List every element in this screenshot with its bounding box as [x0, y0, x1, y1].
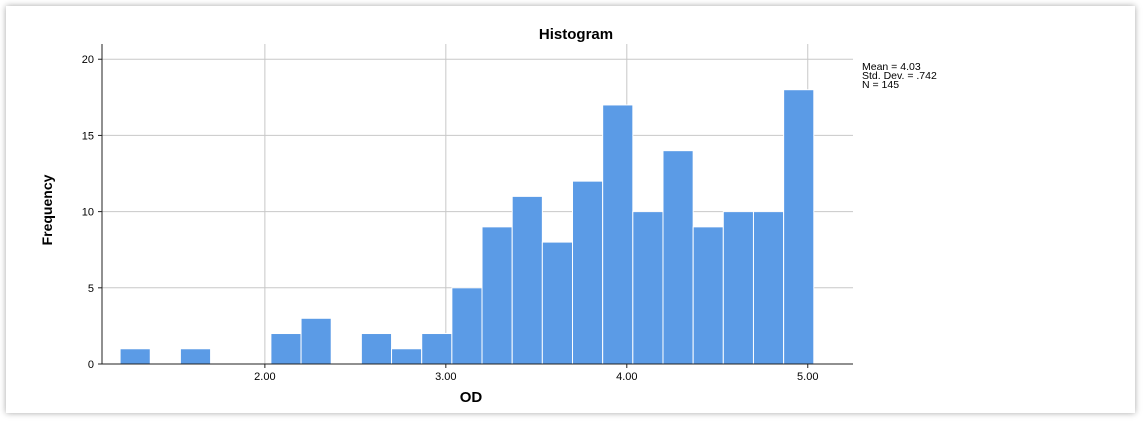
y-axis-label: Frequency: [39, 174, 55, 245]
stats-mean: Mean = 4.03: [862, 61, 921, 73]
histogram-bar: [511, 195, 543, 365]
x-tick-label: 2.00: [254, 371, 275, 383]
histogram-bar: [421, 333, 453, 365]
histogram-bar: [692, 226, 724, 365]
histogram-bar: [451, 287, 483, 365]
x-tick-label: 4.00: [616, 371, 637, 383]
x-tick-labels: 2.00 3.00 4.00 5.00: [254, 364, 818, 383]
y-tick-label: 10: [82, 207, 94, 219]
x-axis-label: OD: [460, 389, 483, 406]
histogram-bar: [179, 348, 212, 365]
histogram-bar: [360, 333, 393, 365]
x-tick-label: 3.00: [435, 371, 456, 383]
histogram-bar: [602, 104, 634, 365]
histogram-bar: [270, 333, 302, 365]
chart-frame: Histogram 0 5 10 15 20 2.00 3.00 4.00 5.00 Freq…: [6, 6, 1135, 413]
y-tick-label: 5: [88, 283, 94, 295]
histogram-bar: [481, 226, 513, 365]
stats-n: N = 145: [862, 79, 899, 91]
chart-title: Histogram: [539, 26, 613, 43]
histogram-bar: [391, 348, 423, 365]
bars: [119, 89, 815, 365]
histogram-bar: [783, 89, 815, 365]
y-tick-label: 0: [88, 359, 94, 371]
histogram-bar: [541, 241, 574, 365]
stats-box: Mean = 4.03 Std. Dev. = .742 N = 145: [862, 61, 937, 91]
histogram-bar: [572, 180, 604, 365]
y-tick-label: 15: [82, 130, 94, 142]
histogram-bar: [752, 211, 785, 365]
histogram-bar: [632, 211, 664, 365]
y-tick-label: 20: [82, 54, 94, 66]
histogram-bar: [722, 211, 754, 365]
histogram-bar: [300, 317, 332, 365]
y-tick-labels: 0 5 10 15 20: [82, 54, 102, 371]
stats-std-dev: Std. Dev. = .742: [862, 70, 937, 82]
x-tick-label: 5.00: [797, 371, 818, 383]
axes: [101, 44, 853, 365]
histogram-chart: Histogram 0 5 10 15 20 2.00 3.00 4.00 5.00 Freq…: [39, 26, 937, 406]
histogram-bar: [662, 150, 694, 365]
histogram-bar: [119, 348, 151, 365]
